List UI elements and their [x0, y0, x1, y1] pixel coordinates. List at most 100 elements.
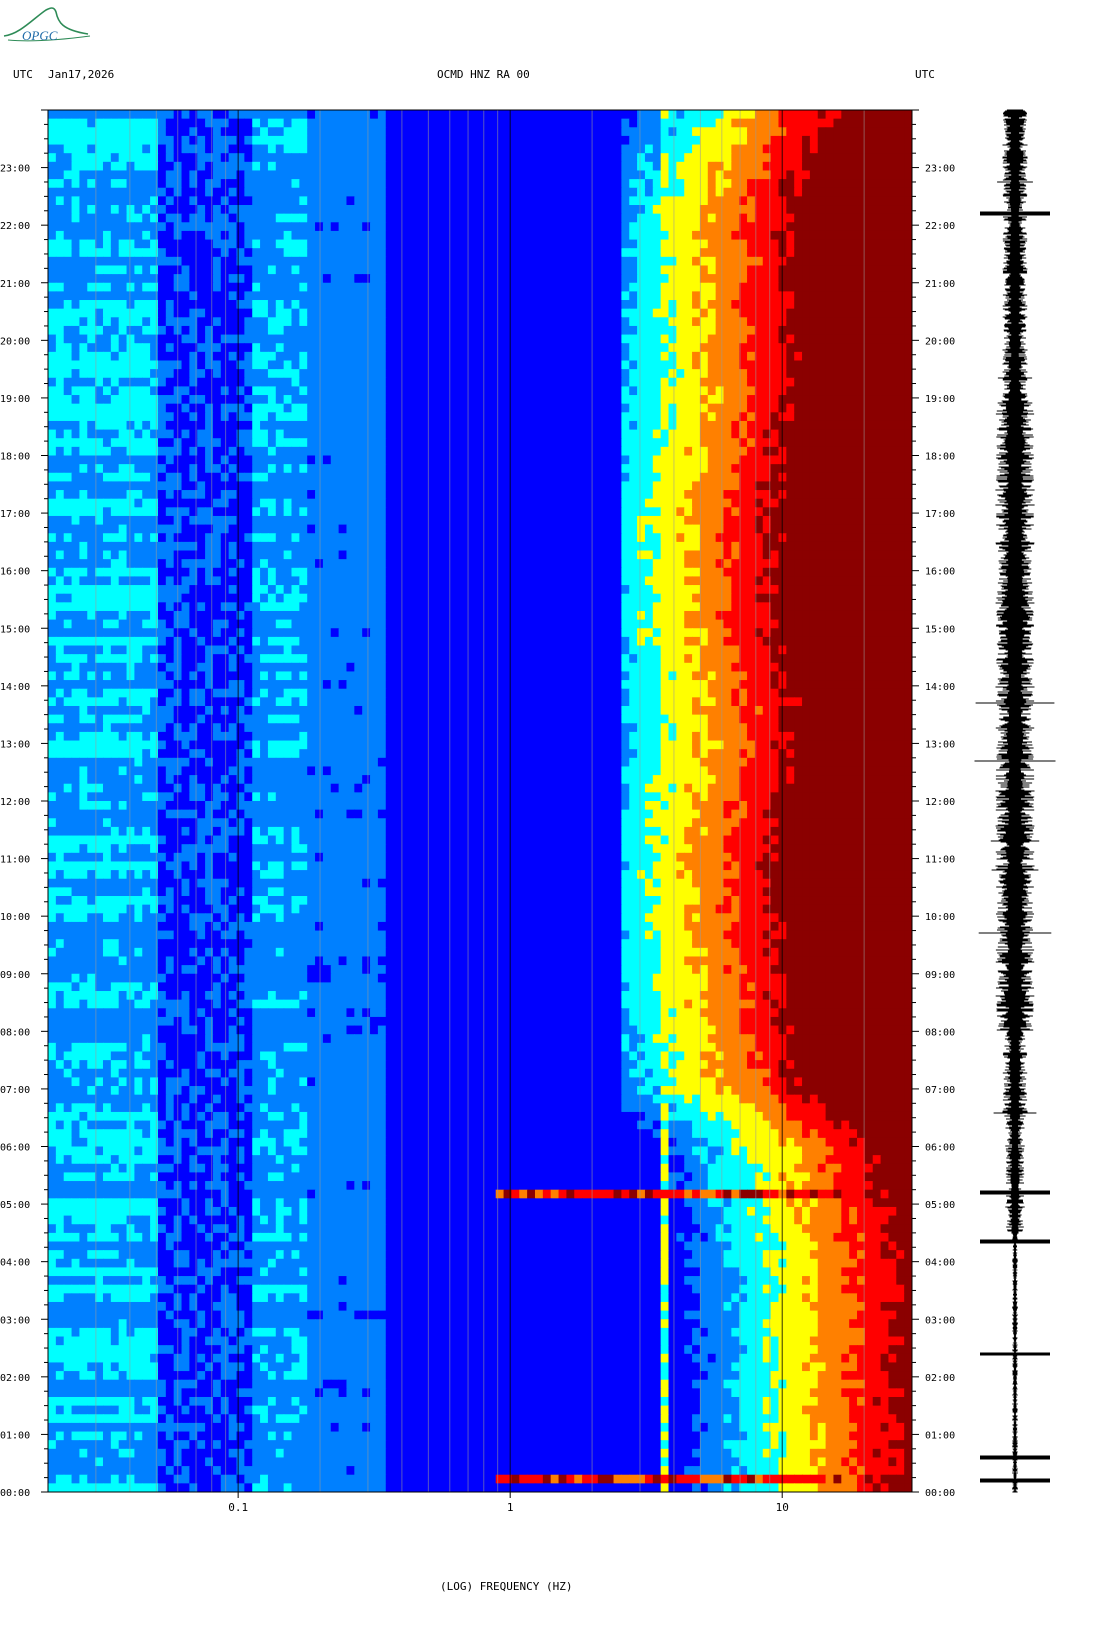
spectrogram-cell	[181, 412, 190, 422]
spectrogram-cell	[134, 403, 143, 413]
spectrogram-cell	[589, 429, 599, 439]
spectrogram-cell	[205, 377, 214, 387]
spectrogram-cell	[440, 153, 450, 163]
spectrogram-cell	[134, 282, 143, 292]
spectrogram-cell	[833, 360, 842, 370]
spectrogram-cell	[425, 248, 434, 258]
spectrogram-cell	[212, 179, 222, 189]
spectrogram-cell	[723, 256, 732, 267]
spectrogram-cell	[338, 464, 348, 474]
spectrogram-cell	[165, 334, 175, 344]
spectrogram-cell	[150, 369, 159, 379]
spectrogram-cell	[464, 369, 473, 379]
spectrogram-cell	[550, 179, 560, 189]
spectrogram-cell	[605, 222, 615, 232]
spectrogram-cell	[487, 360, 497, 370]
spectrogram-cell	[377, 196, 387, 206]
spectrogram-cell	[110, 291, 120, 301]
spectrogram-cell	[464, 179, 473, 189]
spectrogram-cell	[864, 282, 874, 292]
spectrogram-cell	[157, 110, 167, 120]
spectrogram-cell	[330, 317, 340, 327]
spectrogram-cell	[872, 412, 882, 422]
spectrogram-cell	[409, 360, 418, 370]
spectrogram-cell	[197, 144, 206, 154]
spectrogram-cell	[346, 161, 355, 172]
spectrogram-cell	[747, 291, 756, 301]
spectrogram-cell	[503, 110, 513, 120]
spectrogram-cell	[747, 256, 756, 267]
spectrogram-cell	[550, 265, 560, 275]
spectrogram-cell	[95, 395, 104, 405]
spectrogram-cell	[464, 291, 473, 301]
spectrogram-cell	[629, 110, 638, 120]
spectrogram-cell	[181, 230, 190, 241]
spectrogram-cell	[668, 196, 677, 206]
spectrogram-cell	[589, 395, 599, 405]
spectrogram-cell	[825, 179, 835, 189]
spectrogram-cell	[896, 300, 905, 310]
spectrogram-cell	[566, 317, 575, 327]
spectrogram-cell	[252, 282, 261, 292]
spectrogram-cell	[448, 230, 458, 241]
spectrogram-cell	[212, 291, 222, 301]
spectrogram-cell	[425, 481, 434, 491]
spectrogram-cell	[142, 179, 151, 189]
spectrogram-cell	[896, 135, 905, 146]
spectrogram-cell	[377, 472, 387, 483]
spectrogram-cell	[330, 118, 340, 128]
spectrogram-cell	[872, 179, 882, 189]
spectrogram-cell	[770, 248, 780, 258]
spectrogram-cell	[605, 360, 615, 370]
spectrogram-cell	[817, 300, 827, 310]
spectrogram-cell	[440, 420, 450, 431]
spectrogram-cell	[731, 369, 740, 379]
spectrogram-cell	[63, 118, 73, 128]
spectrogram-cell	[652, 420, 662, 431]
spectrogram-cell	[448, 343, 458, 353]
spectrogram-cell	[574, 464, 583, 474]
spectrogram-cell	[629, 205, 638, 215]
spectrogram-cell	[244, 248, 253, 258]
spectrogram-cell	[440, 455, 450, 465]
spectrogram-cell	[71, 472, 81, 483]
spectrogram-cell	[676, 464, 685, 474]
spectrogram-cell	[864, 222, 874, 232]
spectrogram-cell	[55, 248, 65, 258]
spectrogram-cell	[87, 230, 96, 241]
spectrogram-cell	[550, 282, 560, 292]
spectrogram-cell	[621, 438, 630, 448]
spectrogram-cell	[550, 369, 560, 379]
spectrogram-cell	[260, 334, 269, 344]
spectrogram-cell	[668, 369, 677, 379]
spectrogram-cell	[275, 308, 285, 318]
spectrogram-cell	[260, 187, 269, 197]
spectrogram-cell	[464, 412, 473, 422]
spectrogram-cell	[354, 395, 363, 405]
spectrogram-cell	[503, 300, 513, 310]
spectrogram-cell	[385, 179, 395, 189]
spectrogram-cell	[275, 403, 285, 413]
spectrogram-cell	[786, 334, 795, 344]
spectrogram-cell	[330, 282, 340, 292]
spectrogram-cell	[802, 334, 811, 344]
spectrogram-cell	[244, 386, 253, 396]
spectrogram-cell	[605, 274, 615, 284]
spectrogram-cell	[849, 308, 858, 318]
spectrogram-cell	[817, 179, 827, 189]
spectrogram-cell	[605, 179, 615, 189]
spectrogram-cell	[322, 274, 332, 284]
spectrogram-cell	[864, 429, 874, 439]
spectrogram-cell	[393, 386, 403, 396]
spectrogram-cell	[393, 256, 403, 267]
spectrogram-cell	[707, 412, 717, 422]
spectrogram-cell	[715, 455, 725, 465]
spectrogram-cell	[786, 360, 795, 370]
spectrogram-cell	[370, 110, 379, 120]
spectrogram-cell	[589, 351, 599, 362]
spectrogram-cell	[346, 153, 355, 163]
spectrogram-cell	[692, 179, 701, 189]
spectrogram-cell	[48, 455, 57, 465]
spectrogram-cell	[762, 213, 772, 223]
spectrogram-cell	[425, 429, 434, 439]
